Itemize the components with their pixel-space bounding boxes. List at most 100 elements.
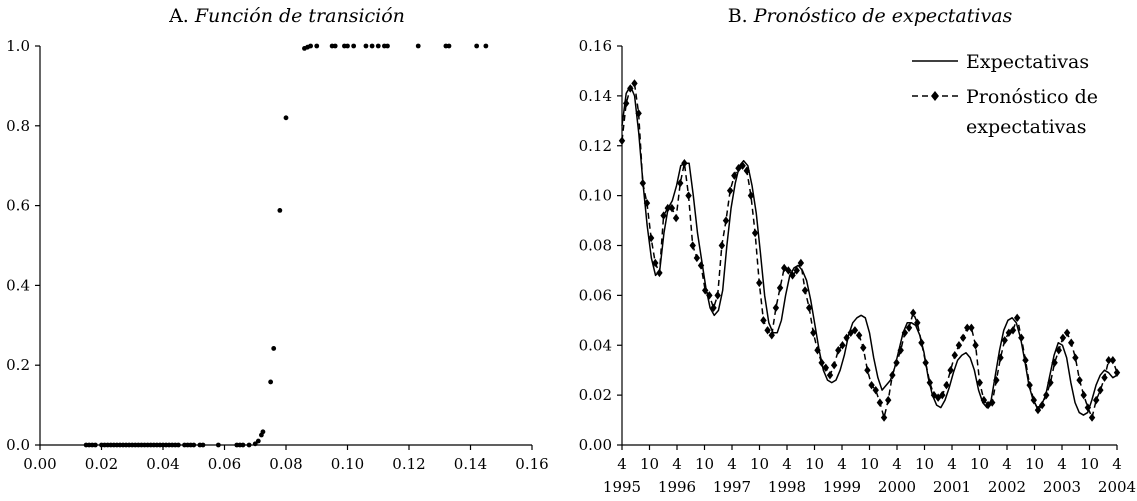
- forecast-marker: [1076, 375, 1083, 385]
- a-ytick-label: 0.4: [6, 276, 30, 294]
- forecast-marker: [964, 323, 971, 332]
- forecast-marker: [885, 395, 892, 405]
- forecast-marker: [710, 303, 717, 313]
- forecast-marker: [839, 341, 846, 350]
- a-point: [246, 442, 252, 448]
- forecast-marker: [855, 331, 863, 340]
- forecast-marker: [1105, 356, 1112, 365]
- b-ytick-label: 0.10: [579, 187, 612, 205]
- b-year-label: 1995: [603, 478, 641, 496]
- forecast-marker: [1009, 326, 1017, 335]
- a-point: [200, 442, 206, 448]
- forecast-marker: [847, 328, 854, 337]
- forecast-marker: [660, 211, 667, 220]
- a-xtick-label: 0.06: [208, 455, 241, 473]
- forecast-marker: [889, 370, 896, 380]
- forecast-marker: [864, 365, 871, 375]
- forecast-marker: [751, 228, 759, 238]
- b-xtick-label: 10: [970, 455, 989, 473]
- panel-b-ticks: 0.00 0.02 0.04 0.06 0.08 0.10 0.12 0.14 0.16 4 10 4…: [579, 37, 1137, 496]
- forecast-marker: [901, 328, 909, 337]
- forecast-marker: [1080, 390, 1087, 400]
- b-xtick-label: 10: [805, 455, 824, 473]
- forecast-marker: [643, 198, 651, 208]
- b-year-label: 1998: [768, 478, 806, 496]
- b-year-label: 2001: [933, 478, 971, 496]
- forecast-marker: [922, 358, 929, 367]
- forecast-marker: [980, 395, 988, 405]
- legend-label-pronostico-2: expectativas: [966, 116, 1087, 138]
- forecast-marker: [1113, 368, 1121, 377]
- forecast-marker: [959, 333, 967, 342]
- forecast-marker: [1068, 338, 1075, 347]
- forecast-marker: [868, 380, 875, 390]
- b-xtick-label: 4: [672, 455, 682, 473]
- b-year-label: 1996: [658, 478, 696, 496]
- b-xtick-label: 10: [1080, 455, 1099, 473]
- forecast-marker: [972, 341, 979, 350]
- forecast-marker: [622, 99, 630, 108]
- forecast-marker: [768, 331, 775, 340]
- b-xtick-label: 10: [695, 455, 714, 473]
- forecast-marker: [939, 390, 946, 400]
- forecast-marker: [1084, 403, 1092, 412]
- forecast-marker: [1030, 395, 1038, 405]
- forecast-marker: [1072, 353, 1079, 362]
- a-xtick-label: 0.08: [269, 455, 302, 473]
- a-point: [277, 207, 283, 213]
- b-xtick-label: 4: [892, 455, 902, 473]
- a-ytick-label: 0.0: [6, 436, 30, 454]
- forecast-marker: [968, 323, 975, 332]
- b-year-label: 2004: [1098, 478, 1136, 496]
- a-point: [252, 441, 258, 447]
- a-ytick-label: 0.8: [6, 117, 30, 135]
- forecast-marker: [1109, 356, 1117, 365]
- forecast-marker: [1097, 385, 1104, 395]
- forecast-marker: [1013, 313, 1021, 323]
- forecast-marker: [781, 263, 788, 273]
- a-point: [446, 43, 452, 49]
- forecast-marker: [793, 266, 800, 275]
- a-point: [363, 43, 369, 49]
- forecast-marker: [739, 161, 746, 170]
- b-ytick-label: 0.14: [579, 87, 612, 105]
- forecast-marker: [789, 271, 796, 280]
- a-point: [255, 438, 261, 444]
- forecast-marker: [1088, 413, 1096, 422]
- b-year-label: 1999: [823, 478, 861, 496]
- forecast-marker: [797, 258, 805, 268]
- forecast-marker: [897, 346, 904, 355]
- b-ytick-label: 0.02: [579, 386, 612, 404]
- a-point: [385, 43, 390, 49]
- forecast-marker: [647, 233, 655, 243]
- forecast-marker: [635, 109, 642, 118]
- forecast-marker: [785, 266, 792, 275]
- forecast-marker: [826, 370, 834, 380]
- forecast-marker: [722, 216, 730, 225]
- a-point: [92, 442, 98, 448]
- forecast-marker: [1018, 333, 1025, 342]
- forecast-marker: [718, 241, 726, 250]
- forecast-marker: [731, 171, 738, 180]
- b-xtick-label: 4: [1112, 455, 1122, 473]
- a-xtick-label: 0.14: [454, 455, 487, 473]
- forecast-marker: [872, 385, 879, 395]
- b-ytick-label: 0.06: [579, 286, 612, 304]
- forecast-marker: [989, 398, 996, 407]
- forecast-marker: [830, 361, 838, 370]
- forecast-marker: [1047, 378, 1054, 387]
- b-year-label: 1997: [713, 478, 751, 496]
- a-point: [483, 43, 489, 49]
- forecast-marker: [706, 291, 713, 300]
- legend-label-expectativas: Expectativas: [966, 51, 1089, 73]
- b-xtick-label: 4: [617, 455, 627, 473]
- forecast-marker: [934, 393, 942, 402]
- forecast-marker: [726, 186, 734, 195]
- forecast-marker: [818, 358, 825, 367]
- b-ytick-label: 0.16: [579, 37, 612, 55]
- forecast-marker: [627, 84, 634, 93]
- a-point: [345, 43, 350, 49]
- forecast-marker: [668, 203, 676, 213]
- forecast-marker: [1059, 333, 1067, 342]
